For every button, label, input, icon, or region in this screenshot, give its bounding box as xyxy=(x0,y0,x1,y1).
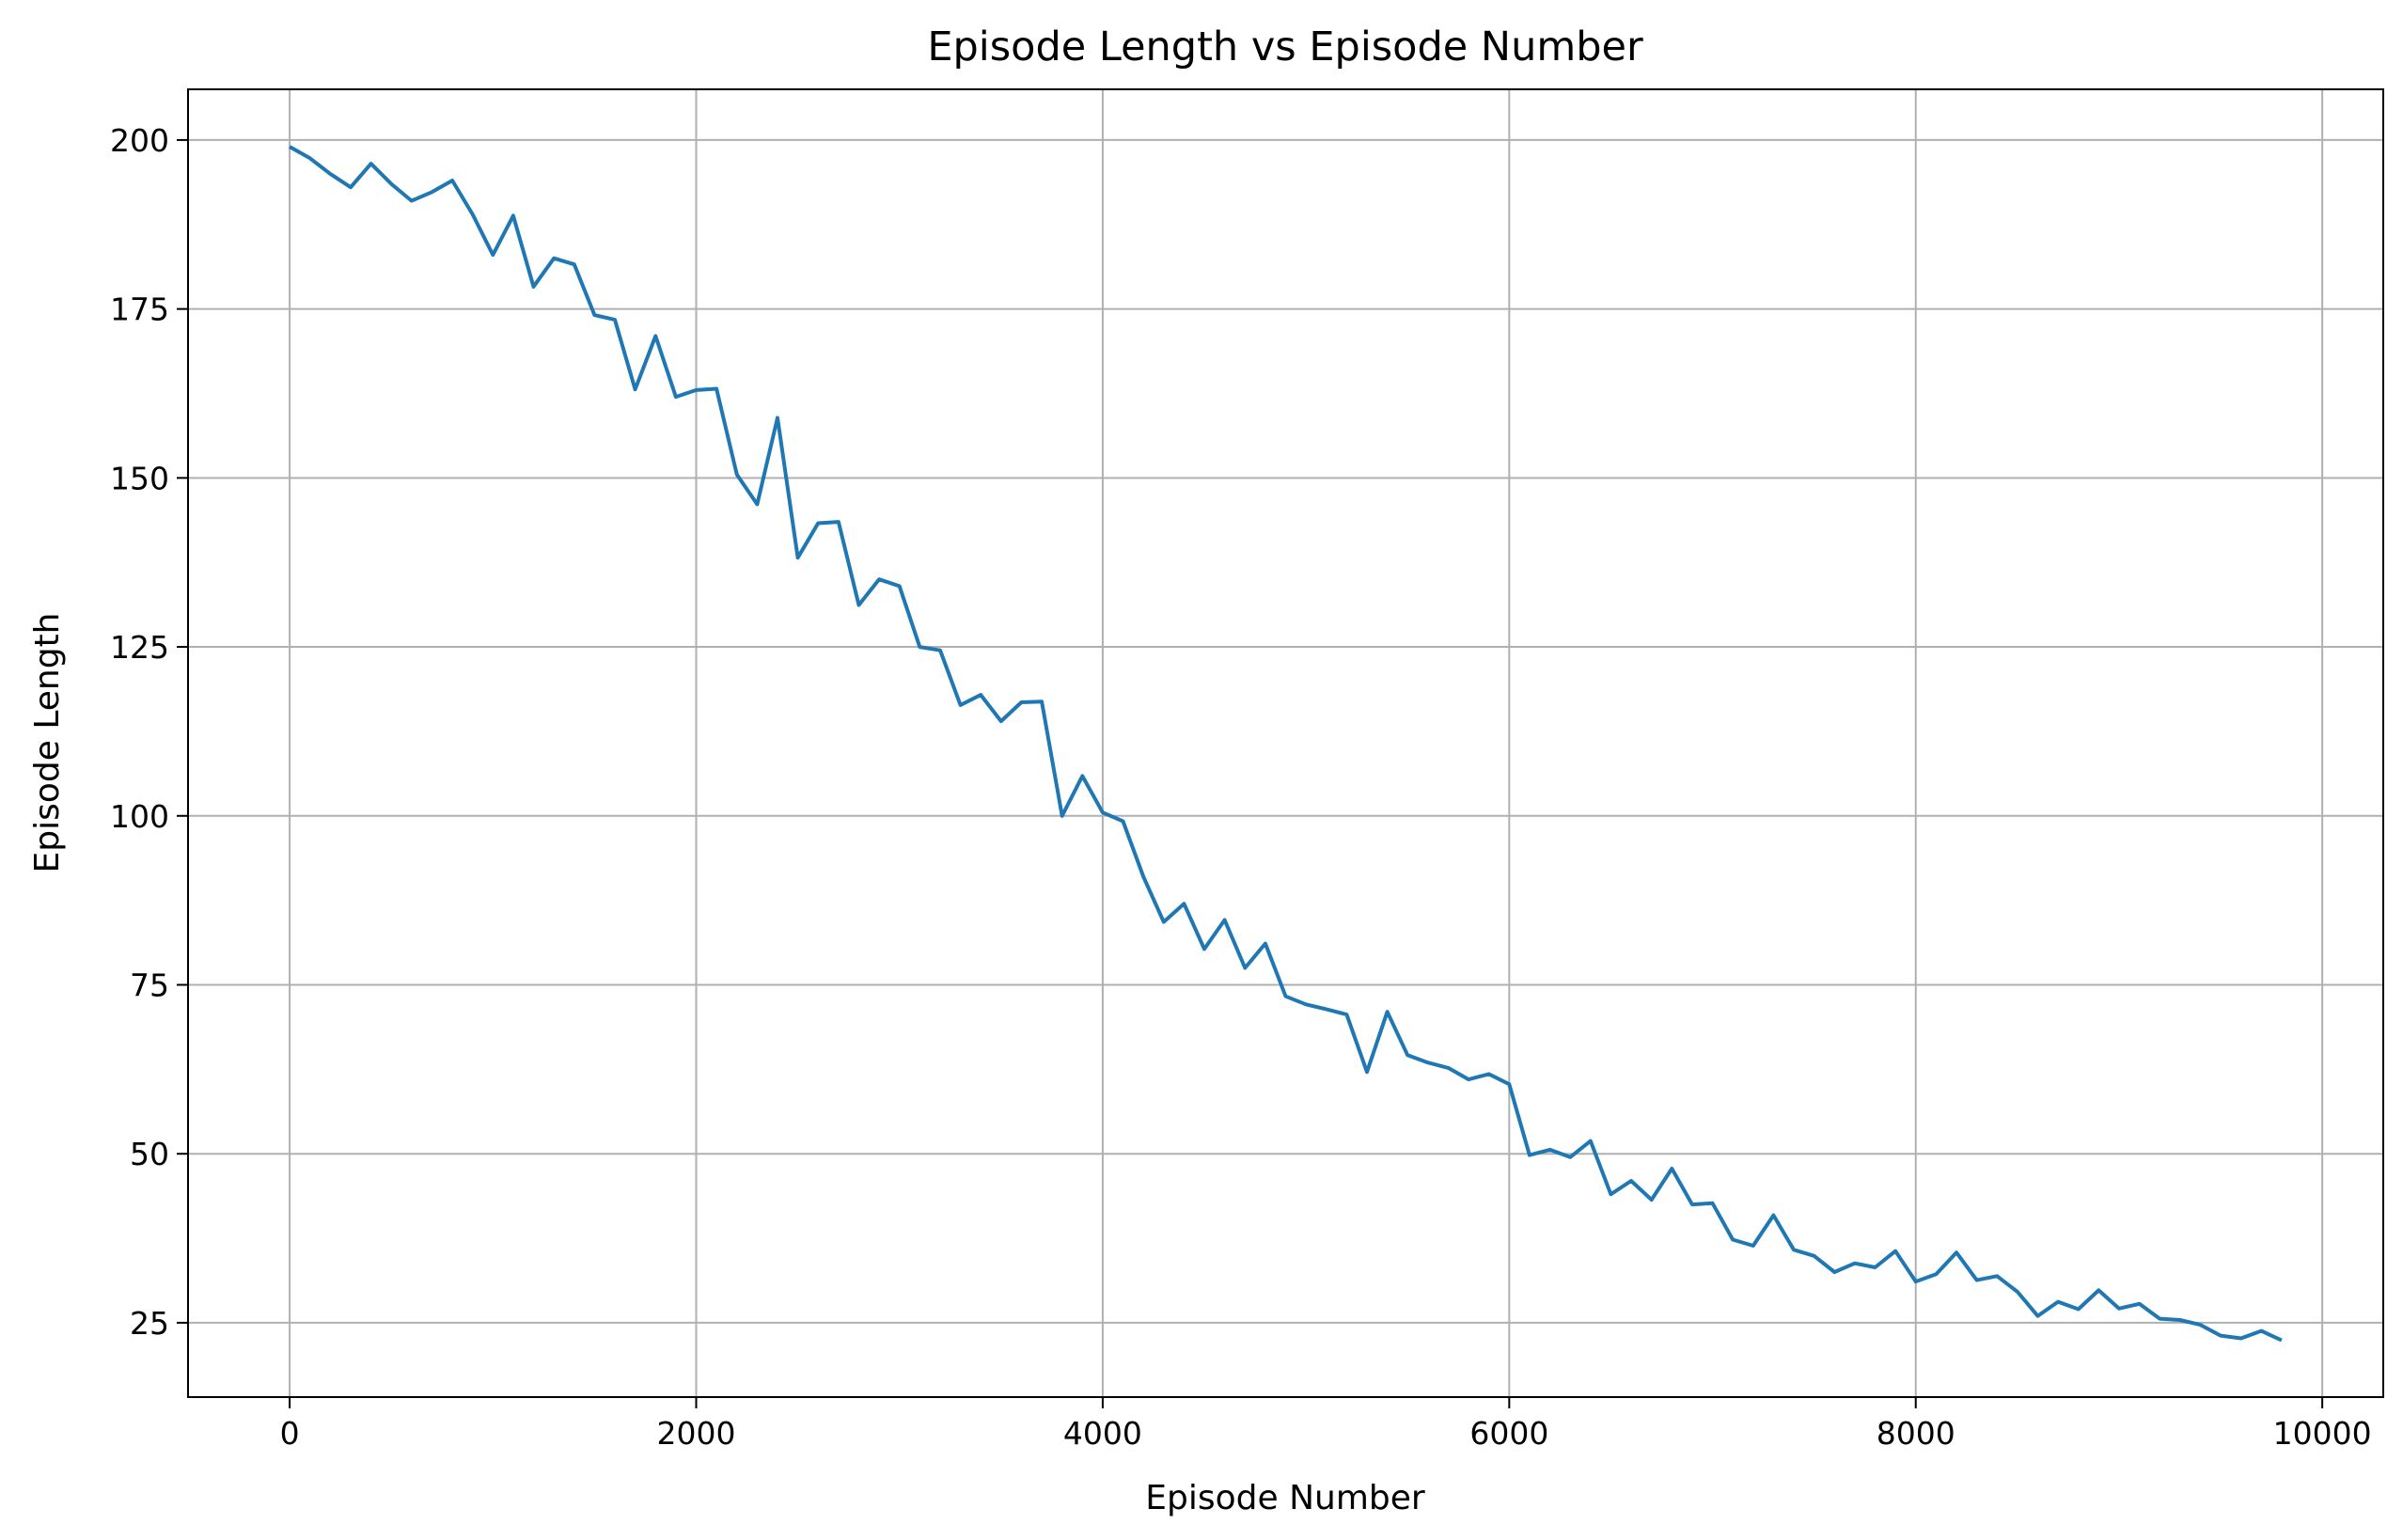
y-tick-label: 150 xyxy=(110,460,169,496)
y-tick-label: 200 xyxy=(110,122,169,159)
y-tick-label: 25 xyxy=(130,1305,169,1342)
grid-lines xyxy=(188,89,2383,1397)
series-line xyxy=(289,145,2283,1343)
x-axis-label: Episode Number xyxy=(1145,1479,1425,1517)
y-tick-label: 100 xyxy=(110,798,169,835)
x-tick-label: 0 xyxy=(280,1415,300,1452)
series-group xyxy=(289,145,2283,1343)
x-tick-label: 6000 xyxy=(1469,1415,1548,1452)
plot-area-background xyxy=(188,89,2383,1397)
x-ticks: 0 2000 4000 6000 8000 10000 xyxy=(280,1397,2372,1452)
x-tick-label: 4000 xyxy=(1063,1415,1142,1452)
x-tick-label: 8000 xyxy=(1877,1415,1955,1452)
y-tick-label: 75 xyxy=(130,966,169,1003)
y-axis-label: Episode Length xyxy=(28,613,67,873)
x-tick-label: 10000 xyxy=(2273,1415,2372,1452)
y-ticks: 25 50 75 100 125 150 175 200 xyxy=(110,122,188,1342)
y-tick-label: 175 xyxy=(110,291,169,328)
plot-frame xyxy=(187,88,2384,1398)
y-tick-label: 50 xyxy=(130,1136,169,1172)
x-tick-label: 2000 xyxy=(657,1415,736,1452)
chart-title: Episode Length vs Episode Number xyxy=(927,24,1643,71)
y-tick-label: 125 xyxy=(110,629,169,666)
